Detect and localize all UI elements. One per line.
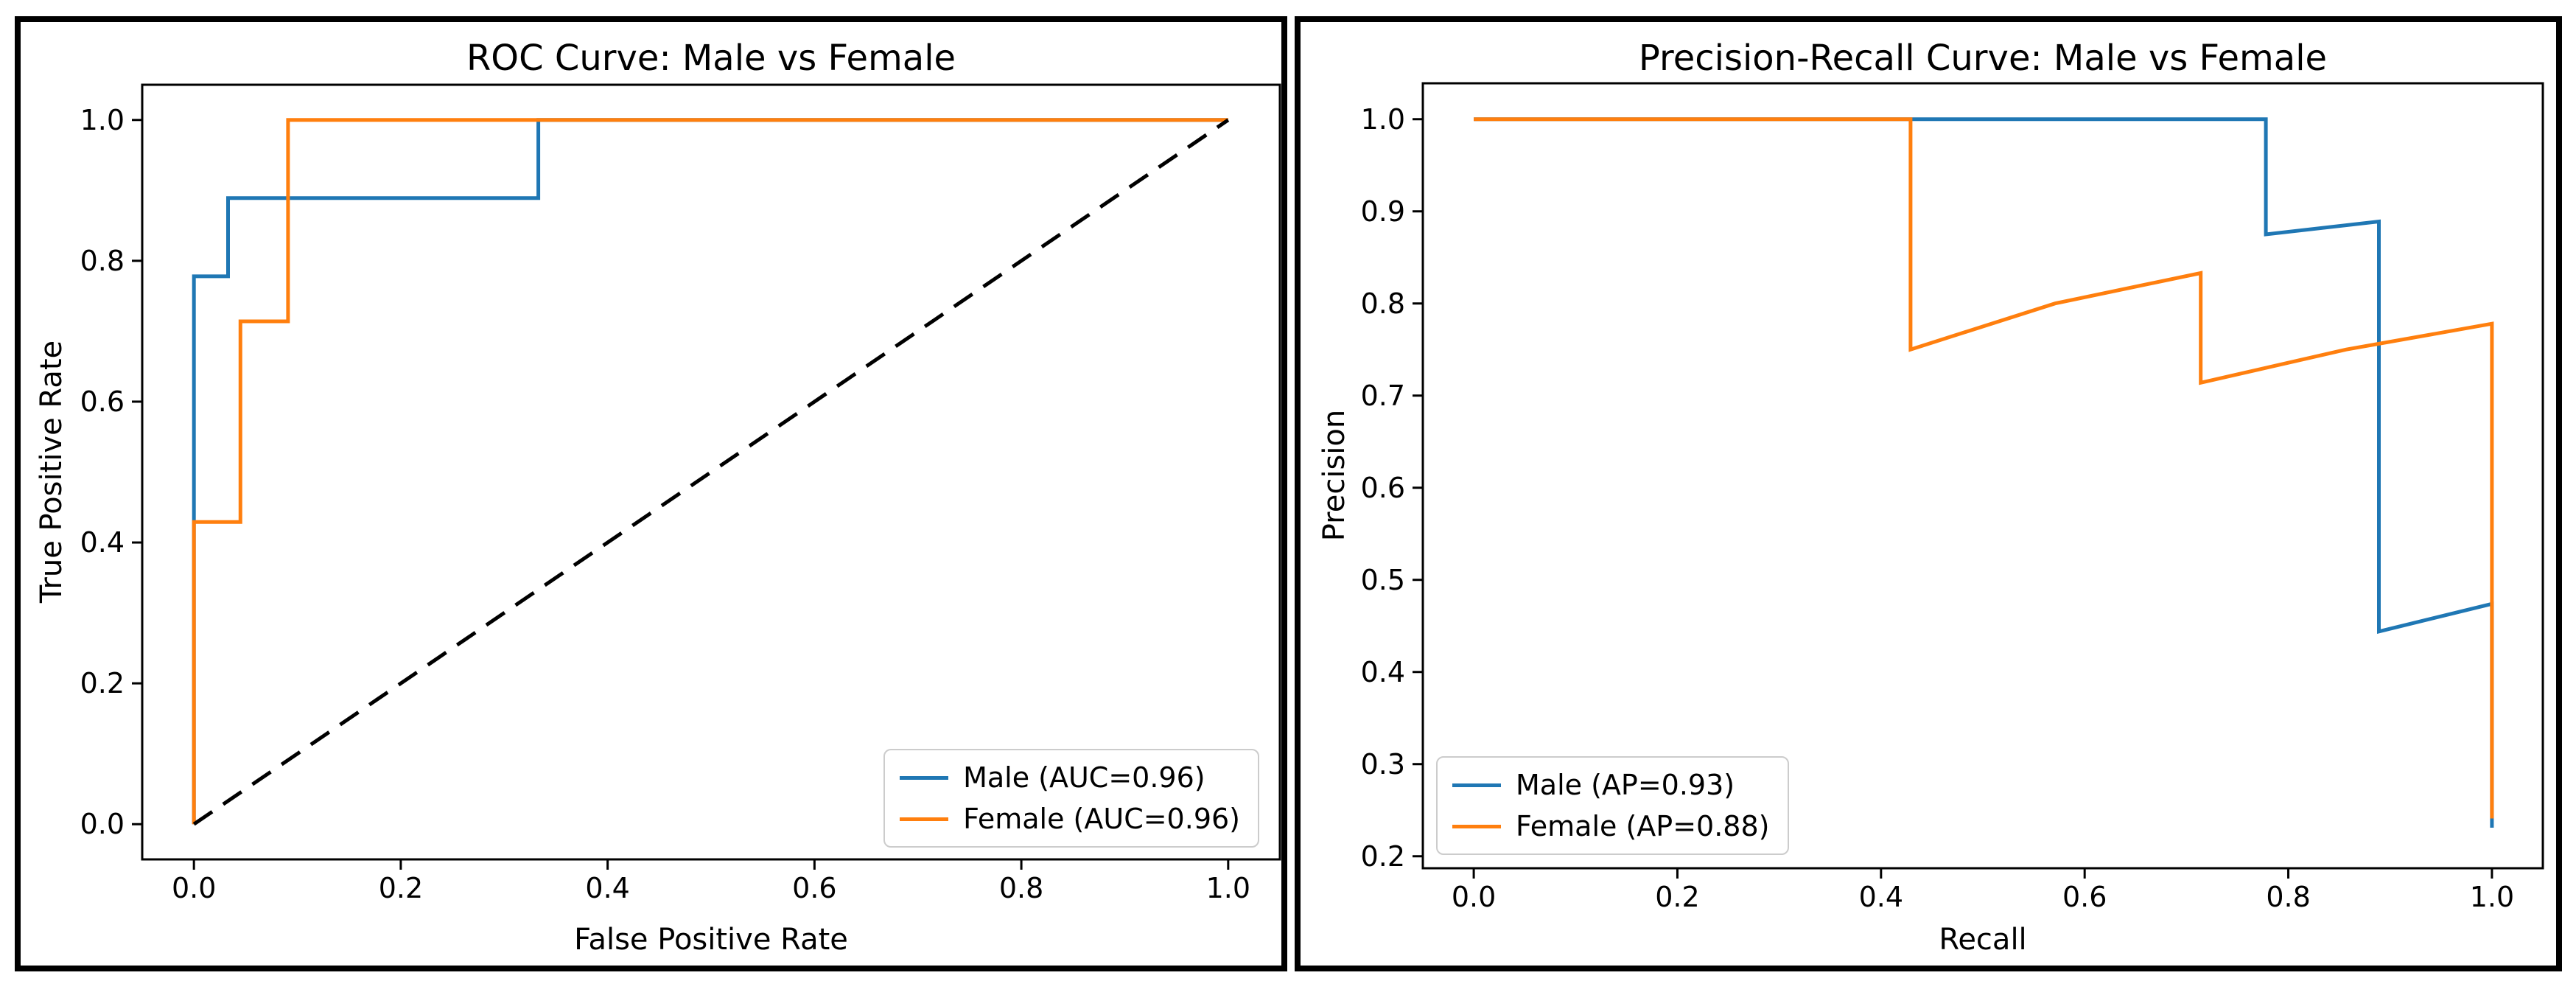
axes-frame xyxy=(141,83,1281,861)
y-tick-label: 0.9 xyxy=(1361,195,1405,228)
pr-legend-item-female: Female (AP=0.88) xyxy=(1452,808,1770,845)
x-tick-label: 0.8 xyxy=(2266,881,2310,913)
pr-male-line-swatch xyxy=(1452,783,1501,787)
pr-female-line-swatch xyxy=(1452,824,1501,828)
roc-legend: Male (AUC=0.96) Female (AUC=0.96) xyxy=(883,749,1259,848)
y-tick-label: 1.0 xyxy=(80,104,125,136)
pr-y-axis-label: Precision xyxy=(1317,409,1351,542)
x-tick-label: 0.0 xyxy=(1452,881,1496,913)
x-tick-label: 1.0 xyxy=(1206,872,1250,904)
panel-pr-inner: 0.0 0.2 0.4 0.6 0.8 1.0 0.2 0.3 0.4 0.5 0.6 0.7 0.8 0… xyxy=(1301,22,2556,966)
x-tick-label: 1.0 xyxy=(2470,881,2514,913)
y-tick-label: 0.2 xyxy=(80,667,125,699)
y-tick-label: 0.0 xyxy=(80,808,125,840)
roc-male-line-swatch xyxy=(900,775,949,780)
y-tick-label: 0.6 xyxy=(1361,472,1405,504)
y-tick-label: 0.3 xyxy=(1361,748,1405,781)
y-tick-label: 0.6 xyxy=(80,385,125,418)
pr-legend-item-male: Male (AP=0.93) xyxy=(1452,767,1770,803)
roc-plot-area: 0.0 0.2 0.4 0.6 0.8 1.0 0.0 0.2 0.4 0.6 0.8 1.0 xyxy=(80,83,1281,904)
x-tick-label: 0.6 xyxy=(792,872,836,904)
pr-male-legend-label: Male (AP=0.93) xyxy=(1516,769,1735,801)
y-tick-label: 0.2 xyxy=(1361,840,1405,873)
pr-x-axis-label: Recall xyxy=(1939,923,2027,957)
pr-legend: Male (AP=0.93) Female (AP=0.88) xyxy=(1436,756,1789,855)
panel-roc-curve: 0.0 0.2 0.4 0.6 0.8 1.0 0.0 0.2 0.4 0.6 0.8 1.0 ROC… xyxy=(15,16,1287,971)
axes-frame xyxy=(1421,82,2544,870)
roc-legend-item-female: Female (AUC=0.96) xyxy=(900,800,1240,837)
roc-female-line-swatch xyxy=(900,817,949,821)
x-tick-label: 0.4 xyxy=(585,872,629,904)
y-tick-label: 0.4 xyxy=(1361,656,1405,688)
pr-female-legend-label: Female (AP=0.88) xyxy=(1516,810,1770,842)
roc-female-legend-label: Female (AUC=0.96) xyxy=(963,803,1240,835)
panel-roc-inner: 0.0 0.2 0.4 0.6 0.8 1.0 0.0 0.2 0.4 0.6 0.8 1.0 ROC… xyxy=(21,22,1281,966)
roc-legend-item-male: Male (AUC=0.96) xyxy=(900,759,1240,796)
y-tick-label: 1.0 xyxy=(1361,103,1405,136)
series-curve-0 xyxy=(1474,117,2494,828)
chance-diagonal-line xyxy=(192,118,1230,826)
x-tick-label: 0.2 xyxy=(379,872,423,904)
pr-chart-title: Precision-Recall Curve: Male vs Female xyxy=(1638,38,2328,79)
pr-plot-area: 0.0 0.2 0.4 0.6 0.8 1.0 0.2 0.3 0.4 0.5 0.6 0.7 0.8 0… xyxy=(1361,82,2544,913)
x-tick-label: 0.2 xyxy=(1655,881,1699,913)
roc-y-axis-label: True Positive Rate xyxy=(35,340,69,604)
series-curve-1 xyxy=(1474,117,2494,819)
roc-chart-title: ROC Curve: Male vs Female xyxy=(466,38,956,79)
series-curve-1 xyxy=(192,118,1228,825)
y-tick-label: 0.7 xyxy=(1361,380,1405,412)
roc-male-legend-label: Male (AUC=0.96) xyxy=(963,761,1205,794)
x-tick-label: 0.0 xyxy=(172,872,216,904)
x-tick-label: 0.8 xyxy=(999,872,1043,904)
y-tick-label: 0.4 xyxy=(80,526,125,559)
y-tick-label: 0.8 xyxy=(1361,287,1405,320)
panel-precision-recall-curve: 0.0 0.2 0.4 0.6 0.8 1.0 0.2 0.3 0.4 0.5 0.6 0.7 0.8 0… xyxy=(1295,16,2562,971)
roc-x-axis-label: False Positive Rate xyxy=(574,923,848,957)
x-tick-label: 0.6 xyxy=(2062,881,2107,913)
x-tick-label: 0.4 xyxy=(1859,881,1903,913)
y-tick-label: 0.5 xyxy=(1361,564,1405,596)
y-tick-label: 0.8 xyxy=(80,245,125,277)
